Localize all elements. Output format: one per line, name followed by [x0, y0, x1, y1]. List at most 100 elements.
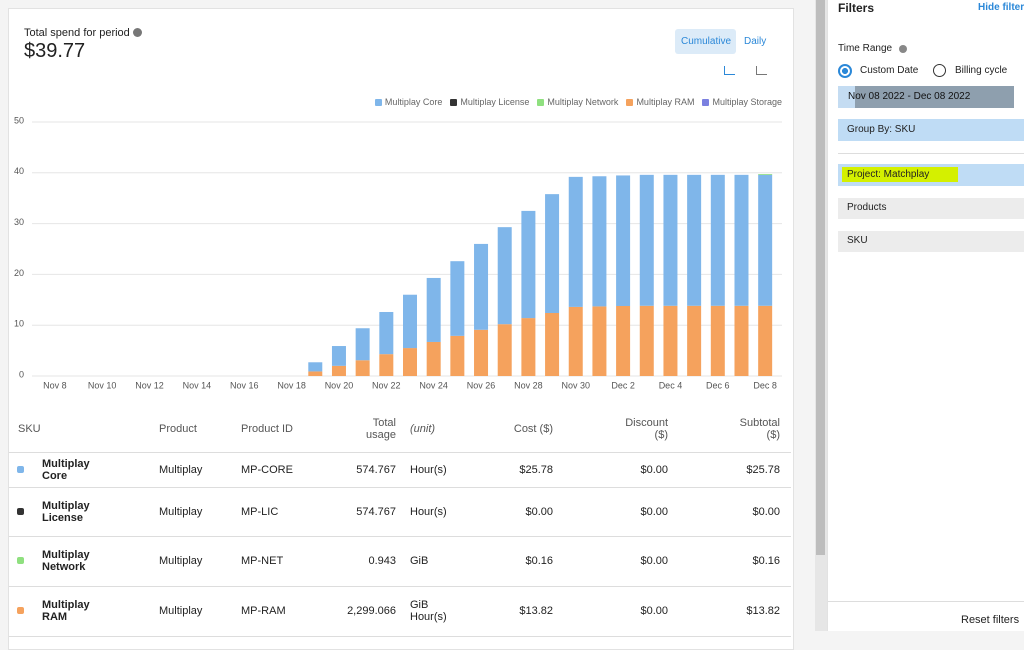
table-cell: $0.00: [525, 505, 553, 518]
bar-segment: [568, 306, 583, 376]
x-tick-label: Dec 6: [706, 380, 730, 390]
column-header: SKU: [18, 422, 41, 435]
bar-segment: [521, 318, 536, 376]
y-tick-label: 40: [14, 166, 24, 176]
x-tick-label: Nov 28: [514, 380, 543, 390]
bar-segment: [758, 174, 773, 175]
x-tick-label: Dec 2: [611, 380, 635, 390]
bar-segment: [616, 175, 631, 306]
x-tick-label: Nov 24: [419, 380, 448, 390]
table-cell: Multiplay Network: [42, 549, 90, 573]
x-tick-label: Nov 14: [183, 380, 212, 390]
bar-icon[interactable]: [724, 66, 735, 75]
row-line: [9, 452, 791, 453]
table-cell: Multiplay: [159, 505, 203, 518]
x-tick-label: Nov 22: [372, 380, 401, 390]
radio-label[interactable]: Custom Date: [860, 65, 919, 76]
legend: Multiplay Core Multiplay License Multiplay…: [374, 97, 782, 107]
table-cell: $0.16: [525, 555, 553, 567]
table-cell: Multiplay RAM: [42, 599, 90, 623]
dropdown-label[interactable]: Products: [847, 202, 887, 213]
group-box[interactable]: [838, 119, 1024, 141]
bar-segment: [426, 277, 441, 342]
x-tick-label: Nov 8: [43, 380, 67, 390]
bar-segment: [379, 354, 394, 376]
row-line: [9, 487, 791, 488]
line-icon[interactable]: [756, 66, 767, 75]
table-cell: Multiplay: [159, 463, 203, 476]
table-cell: $13.82: [519, 605, 553, 617]
daily-button[interactable]: Daily: [744, 36, 767, 47]
y-tick-label: 50: [14, 115, 24, 125]
table-cell: 574.767: [356, 463, 396, 476]
radio[interactable]: [933, 64, 946, 77]
table-cell: MP-NET: [241, 555, 284, 567]
legend-swatch: [450, 98, 458, 106]
column-header: Product ID: [241, 422, 293, 435]
bar-segment: [331, 365, 346, 376]
table-cell: $0.16: [752, 555, 780, 567]
project[interactable]: Project: Matchplay: [847, 169, 930, 180]
scroll-thumb[interactable]: [816, 0, 825, 555]
highlight: [842, 167, 958, 182]
dropdown-label[interactable]: SKU: [847, 235, 868, 246]
table-cell: GiB Hour(s): [410, 599, 447, 623]
legend-label: Multiplay RAM: [636, 97, 695, 107]
dropdown[interactable]: [838, 231, 1024, 252]
divider: [838, 153, 1024, 154]
table-cell: GiB: [410, 555, 429, 567]
x-tick-label: Nov 16: [230, 380, 259, 390]
x-tick-label: Dec 4: [659, 380, 683, 390]
table-cell: $0.00: [752, 505, 780, 518]
legend-item: Multiplay RAM: [626, 97, 694, 107]
selection: [855, 86, 1014, 108]
table-cell: Multiplay Core: [42, 457, 90, 482]
column-header: Discount ($): [625, 416, 668, 441]
y-tick-label: 0: [19, 369, 24, 379]
bar-segment: [450, 335, 465, 376]
sku-dot: [17, 465, 24, 473]
table-cell: Hour(s): [410, 463, 447, 476]
radio-checked[interactable]: [838, 64, 852, 78]
hide-filters[interactable]: Hide filters: [978, 2, 1024, 13]
legend-swatch: [537, 98, 545, 106]
legend-swatch: [626, 98, 634, 106]
bar-segment: [521, 210, 536, 319]
x-tick-label: Nov 30: [561, 380, 590, 390]
x-tick-label: Dec 8: [753, 380, 777, 390]
bar-segment: [710, 305, 725, 376]
y-tick-label: 10: [14, 319, 24, 329]
bar-segment: [687, 174, 702, 306]
dropdown[interactable]: [838, 198, 1024, 219]
table-cell: 0.943: [368, 555, 396, 567]
bar-segment: [663, 174, 678, 306]
x-tick-label: Nov 10: [88, 380, 117, 390]
radio-label[interactable]: Billing cycle: [955, 65, 1008, 76]
bar-segment: [545, 313, 560, 376]
legend-item: Multiplay License: [450, 97, 529, 107]
reset-filters[interactable]: Reset filters: [961, 614, 1020, 626]
group-by[interactable]: Group By: SKU: [847, 124, 916, 135]
table-cell: MP-LIC: [241, 505, 279, 518]
bar-segment: [592, 176, 607, 307]
card: [8, 8, 794, 650]
bar-segment: [616, 305, 631, 376]
bar-segment: [355, 328, 370, 361]
date-range[interactable]: Nov 08 2022 - Dec 08 2022: [848, 91, 971, 102]
y-tick-label: 20: [14, 268, 24, 278]
table-cell: MP-CORE: [241, 463, 293, 476]
cumulative-button[interactable]: Cumulative: [681, 36, 732, 47]
legend-swatch: [702, 98, 710, 106]
x-tick-label: Nov 18: [277, 380, 306, 390]
bar-segment: [474, 243, 489, 330]
bar-segment: [734, 174, 749, 306]
row-line: [9, 636, 791, 637]
bar-segment: [497, 227, 512, 325]
legend-item: Multiplay Core: [374, 97, 442, 107]
column-header: Total usage: [366, 416, 396, 441]
bar-segment: [308, 371, 323, 376]
x-tick-label: Nov 12: [135, 380, 164, 390]
filters-title: Filters: [838, 1, 875, 15]
column-header: (unit): [410, 422, 436, 435]
spend-title: Total spend for period: [24, 27, 130, 39]
